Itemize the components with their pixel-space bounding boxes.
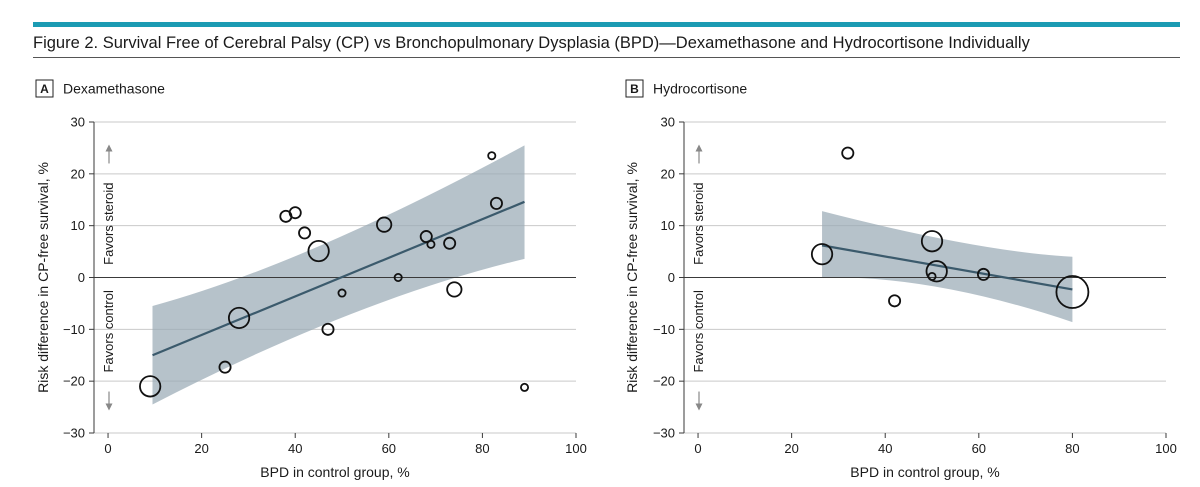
data-point <box>218 360 232 374</box>
x-tick-label: 60 <box>972 441 986 456</box>
y-tick-label: −10 <box>653 322 675 337</box>
data-point <box>487 151 497 161</box>
data-point <box>426 239 436 249</box>
panel-title: Hydrocortisone <box>653 81 747 97</box>
data-point <box>443 236 457 250</box>
data-point <box>227 306 251 330</box>
x-tick-label: 80 <box>1065 441 1079 456</box>
data-point <box>888 294 902 308</box>
data-point <box>393 272 403 282</box>
data-point <box>976 267 990 281</box>
data-point <box>139 375 162 398</box>
favors-steroid-label: Favors steroid <box>101 182 116 264</box>
x-tick-label: 20 <box>194 441 208 456</box>
x-tick-label: 40 <box>878 441 892 456</box>
favors-control-label: Favors control <box>691 290 706 372</box>
x-tick-label: 40 <box>288 441 302 456</box>
data-point <box>376 216 393 233</box>
data-point <box>920 230 944 253</box>
data-point <box>520 382 530 392</box>
confidence-band <box>152 145 525 405</box>
y-tick-label: 20 <box>71 166 85 181</box>
accent-bar <box>33 22 1180 27</box>
x-tick-label: 20 <box>784 441 798 456</box>
panel-letter-box <box>625 79 644 98</box>
data-point <box>288 206 302 220</box>
down-arrow-icon <box>105 403 113 411</box>
up-arrow-icon <box>105 144 113 152</box>
x-tick-label: 0 <box>104 441 111 456</box>
regression-line <box>152 200 525 357</box>
data-point <box>841 146 855 160</box>
y-tick-label: 0 <box>78 270 85 285</box>
up-arrow-icon <box>695 144 703 152</box>
y-tick-label: 30 <box>661 115 675 130</box>
panel-letter: A <box>40 82 49 96</box>
data-point <box>810 243 834 266</box>
panel-title: Dexamethasone <box>63 81 165 97</box>
panel-letter: B <box>630 82 639 96</box>
data-point <box>446 281 463 298</box>
data-point <box>337 288 347 298</box>
regression-line <box>821 244 1073 291</box>
favors-steroid-label: Favors steroid <box>691 182 706 264</box>
panel-letter-box <box>35 79 54 98</box>
y-tick-label: 0 <box>668 270 675 285</box>
y-tick-label: 10 <box>71 218 85 233</box>
x-tick-label: 100 <box>1155 441 1177 456</box>
y-tick-label: −10 <box>63 322 85 337</box>
x-tick-label: 80 <box>475 441 489 456</box>
x-tick-label: 100 <box>565 441 587 456</box>
title-rule <box>33 57 1180 58</box>
y-tick-label: 30 <box>71 115 85 130</box>
data-point <box>419 230 433 244</box>
data-point <box>298 226 312 240</box>
x-axis-label: BPD in control group, % <box>850 464 999 480</box>
favors-control-label: Favors control <box>101 290 116 372</box>
y-axis-label: Risk difference in CP-free survival, % <box>624 162 640 393</box>
y-tick-label: 10 <box>661 218 675 233</box>
y-tick-label: −20 <box>63 374 85 389</box>
data-point <box>321 322 335 336</box>
y-axis-label: Risk difference in CP-free survival, % <box>35 162 51 393</box>
figure-title: Figure 2. Survival Free of Cerebral Pals… <box>33 34 1030 52</box>
y-tick-label: −30 <box>63 426 85 441</box>
x-axis-label: BPD in control group, % <box>260 464 409 480</box>
y-tick-label: −30 <box>653 426 675 441</box>
x-tick-label: 60 <box>382 441 396 456</box>
data-point <box>307 239 330 263</box>
data-point <box>925 260 948 283</box>
y-tick-label: 20 <box>661 166 675 181</box>
x-tick-label: 0 <box>694 441 701 456</box>
data-point <box>1055 275 1090 309</box>
y-tick-label: −20 <box>653 374 675 389</box>
data-point <box>489 196 503 210</box>
down-arrow-icon <box>695 403 703 411</box>
